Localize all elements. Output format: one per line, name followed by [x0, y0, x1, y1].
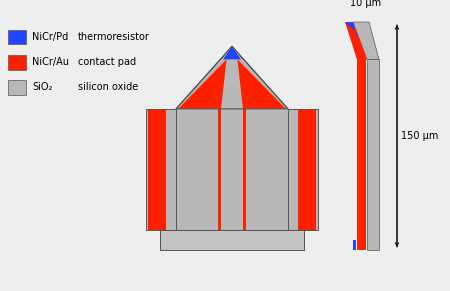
Text: NiCr/Au: NiCr/Au — [32, 57, 69, 67]
Bar — [160, 230, 304, 250]
Bar — [148, 109, 166, 230]
Text: NiCr/Pd: NiCr/Pd — [32, 32, 68, 42]
Bar — [357, 59, 366, 250]
Bar — [221, 109, 243, 230]
Bar — [8, 80, 26, 95]
Bar — [8, 55, 26, 70]
Polygon shape — [223, 46, 241, 59]
Bar — [246, 109, 298, 230]
Polygon shape — [353, 22, 379, 59]
Bar — [288, 109, 318, 230]
Text: silicon oxide: silicon oxide — [78, 82, 138, 93]
Polygon shape — [221, 56, 243, 109]
Text: thermoresistor: thermoresistor — [78, 32, 150, 42]
Bar — [288, 109, 318, 230]
Bar — [160, 230, 304, 250]
Text: contact pad: contact pad — [78, 57, 136, 67]
Polygon shape — [178, 54, 286, 109]
Text: 10 μm: 10 μm — [351, 0, 382, 8]
Bar — [146, 109, 176, 230]
Polygon shape — [345, 22, 357, 39]
Bar — [146, 109, 176, 230]
Bar — [218, 109, 246, 230]
Bar — [176, 109, 288, 230]
Polygon shape — [176, 46, 288, 109]
Polygon shape — [345, 22, 367, 59]
Bar — [298, 109, 316, 230]
Text: SiO₂: SiO₂ — [32, 82, 52, 93]
Text: 150 μm: 150 μm — [401, 131, 438, 141]
Bar — [353, 240, 356, 250]
Bar — [367, 59, 379, 250]
Bar — [8, 29, 26, 45]
Bar — [166, 109, 218, 230]
